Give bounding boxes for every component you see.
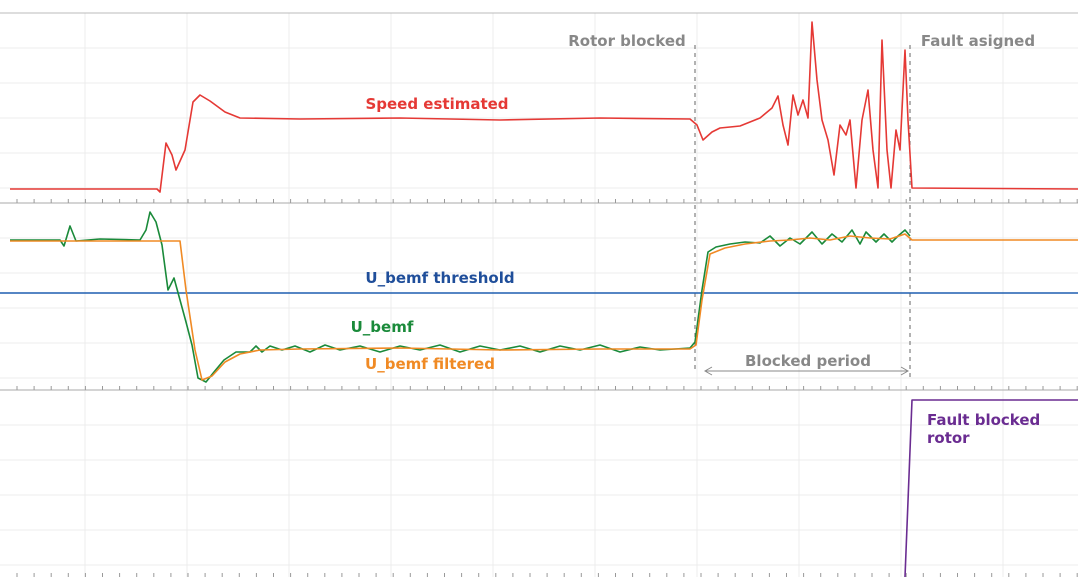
- fault-label-line: Fault blocked: [927, 411, 1040, 429]
- threshold-label: U_bemf threshold: [365, 269, 514, 287]
- bemf-label: U_bemf: [351, 318, 414, 336]
- blocked-period-label: Blocked period: [745, 352, 871, 370]
- bemf-filtered-trace: [10, 233, 1078, 381]
- bemf-filtered-label: U_bemf filtered: [365, 355, 495, 373]
- fault-label-line: rotor: [927, 429, 970, 447]
- rotor-blocked-label: Rotor blocked: [568, 32, 686, 50]
- speed-label: Speed estimated: [365, 95, 508, 113]
- fault-trace: [904, 399, 1078, 577]
- bemf-trace: [10, 211, 911, 383]
- grid: [0, 13, 1078, 577]
- fault-asigned-label: Fault asigned: [921, 32, 1035, 50]
- speed-trace: [10, 21, 1078, 193]
- ticks: [16, 199, 1078, 577]
- arrow-heads: [703, 366, 910, 376]
